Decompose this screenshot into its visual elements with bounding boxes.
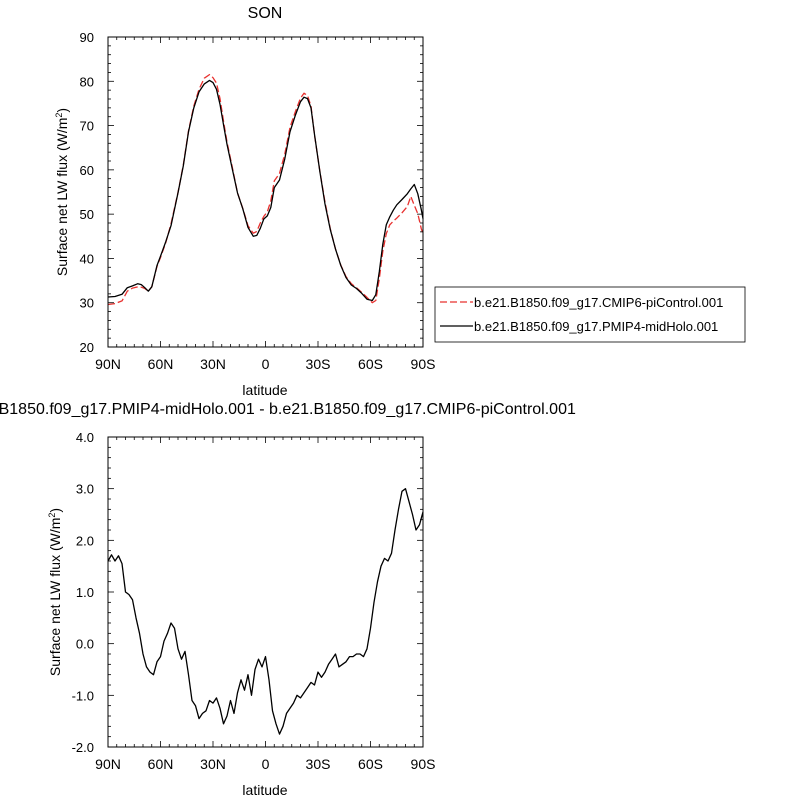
top-x-axis-label: latitude [242, 382, 287, 398]
bottom-x-tick-label: 90S [411, 756, 436, 772]
top-y-axis-label-tail: ) [54, 108, 70, 113]
top-y-tick-label: 70 [80, 119, 94, 134]
top-x-tick-label: 30S [306, 356, 331, 372]
top-x-tick-label: 30N [200, 356, 226, 372]
bottom-panel: b.e21.B1850.f09_g17.PMIP4-midHolo.001 - … [0, 401, 576, 798]
bottom-x-tick-label: 30S [306, 756, 331, 772]
top-y-axis-label-main: Surface net LW flux (W/m [54, 118, 70, 276]
legend: b.e21.B1850.f09_g17.CMIP6-piControl.001 … [434, 286, 746, 343]
bottom-x-tick-label: 30N [200, 756, 226, 772]
bottom-y-axis-label-tail: ) [47, 508, 63, 513]
top-y-tick-label: 50 [80, 207, 94, 222]
bottom-y-axis-label: Surface net LW flux (W/m2) [47, 508, 63, 676]
top-chart-title: SON [248, 5, 283, 22]
bottom-chart-title: b.e21.B1850.f09_g17.PMIP4-midHolo.001 - … [0, 401, 576, 418]
top-y-tick-label: 20 [80, 340, 94, 355]
bottom-y-axis-label-main: Surface net LW flux (W/m [47, 518, 63, 676]
top-panel: SON 90N 60N 30N 0 30S 60S 90S2030405060708090 … [54, 5, 746, 398]
top-y-tick-label: 30 [80, 296, 94, 311]
top-y-tick-label: 60 [80, 163, 94, 178]
top-x-tick-label: 90N [95, 356, 121, 372]
top-x-tick-label: 0 [262, 356, 270, 372]
top-y-axis-label: Surface net LW flux (W/m2) [54, 108, 70, 276]
bottom-y-tick-label: 3.0 [76, 482, 94, 497]
legend-label-midholo: b.e21.B1850.f09_g17.PMIP4-midHolo.001 [474, 319, 718, 334]
bottom-x-tick-label: 90N [95, 756, 121, 772]
top-x-tick-label: 90S [411, 356, 436, 372]
bottom-plot-area [107, 488, 424, 735]
bottom-ticks: 90N 60N 30N 0 30S 60S 90S -2.0 -1.0 0.0 1.0 2.0 3.0 4… [72, 430, 436, 772]
bottom-y-tick-label: -1.0 [72, 688, 94, 703]
bottom-y-tick-label: 2.0 [76, 533, 94, 548]
top-y-axis-label-superscript: 2 [54, 113, 64, 118]
bottom-y-tick-label: 0.0 [76, 637, 94, 652]
bottom-y-tick-label: 1.0 [76, 585, 94, 600]
bottom-y-tick-label: -2.0 [72, 740, 94, 755]
top-y-tick-label: 80 [80, 74, 94, 89]
top-ticks: 90N 60N 30N 0 30S 60S 90S 20 30 40 50 60 70 80 90 [80, 30, 436, 372]
bottom-series-line-0 [107, 488, 424, 735]
bottom-x-tick-label: 0 [262, 756, 270, 772]
top-x-tick-label: 60N [148, 356, 174, 372]
top-y-tick-label: 90 [80, 30, 94, 45]
top-series-line-1 [107, 79, 424, 302]
legend-label-picontrol: b.e21.B1850.f09_g17.CMIP6-piControl.001 [474, 295, 723, 310]
bottom-y-axis-label-superscript: 2 [47, 513, 57, 518]
bottom-x-tick-label: 60N [148, 756, 174, 772]
bottom-y-tick-label: 4.0 [76, 430, 94, 445]
top-x-tick-label: 60S [358, 356, 383, 372]
legend-box [434, 286, 746, 343]
bottom-x-tick-label: 60S [358, 756, 383, 772]
top-plot-area [107, 73, 424, 306]
bottom-x-axis-label: latitude [242, 782, 287, 798]
top-y-tick-label: 40 [80, 251, 94, 266]
